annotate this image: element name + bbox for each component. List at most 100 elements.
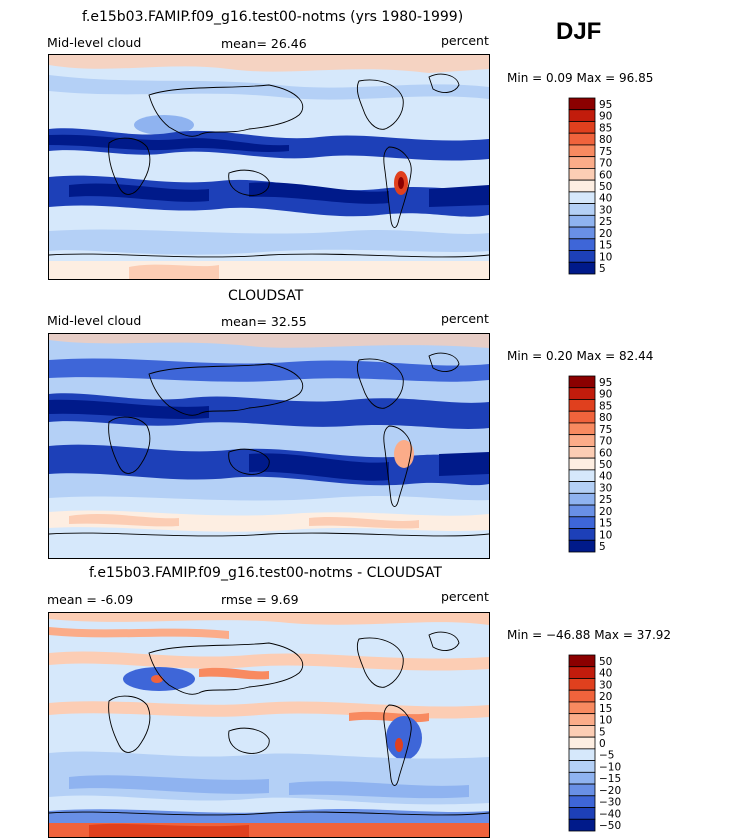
colorbar-swatch <box>568 238 596 251</box>
panel3-title: f.e15b03.FAMIP.f09_g16.test00-notms - CL… <box>89 565 442 581</box>
colorbar-swatch <box>568 481 596 494</box>
colorbar-swatch <box>568 725 596 738</box>
colorbar-swatch <box>568 504 596 518</box>
panel1-colorbar: 95 90 85 80 75 70 60 50 40 30 25 20 15 10 5 <box>568 97 629 275</box>
colorbar-swatch <box>568 132 596 146</box>
colorbar-swatch <box>568 446 596 459</box>
colorbar-tick-label: 5 <box>599 726 606 738</box>
colorbar-tick-label: 40 <box>599 471 612 483</box>
panel2-mean-label: mean= 32.55 <box>221 314 307 329</box>
colorbar-swatch <box>568 689 596 703</box>
panel2-minmax: Min = 0.20 Max = 82.44 <box>507 349 654 363</box>
panel3-minmax: Min = −46.88 Max = 37.92 <box>507 628 672 642</box>
colorbar-tick-label: 60 <box>599 447 612 459</box>
panel1-units-label: percent <box>441 33 489 48</box>
colorbar-swatch <box>568 713 596 726</box>
colorbar-tick-label: 10 <box>599 529 612 541</box>
panel3-map-svg <box>49 613 489 837</box>
colorbar-tick-label: −15 <box>599 773 621 785</box>
colorbar-swatch <box>568 748 596 762</box>
colorbar-swatch <box>568 387 596 400</box>
colorbar-tick-label: 75 <box>599 424 612 436</box>
colorbar-swatch <box>568 121 596 134</box>
colorbar-tick-label: 60 <box>599 169 612 181</box>
colorbar-tick-label: −40 <box>599 808 621 820</box>
colorbar-tick-label: 10 <box>599 715 612 727</box>
colorbar-tick-label: 5 <box>599 263 606 275</box>
colorbar-tick-label: 80 <box>599 134 612 146</box>
colorbar-tick-label: 15 <box>599 703 612 715</box>
panel2-units-label: percent <box>441 311 489 326</box>
colorbar-swatch <box>568 261 596 275</box>
colorbar-swatch <box>568 469 596 483</box>
colorbar-swatch <box>568 410 596 424</box>
panel3-units-label: percent <box>441 589 489 604</box>
colorbar-swatch <box>568 422 596 436</box>
colorbar-tick-label: −50 <box>599 820 621 832</box>
colorbar-tick-label: 30 <box>599 482 612 494</box>
season-label: DJF <box>556 18 602 45</box>
colorbar-tick-label: 85 <box>599 400 612 412</box>
colorbar-swatch <box>568 144 596 158</box>
panel2-map-svg <box>49 334 489 558</box>
colorbar-swatch <box>568 191 596 205</box>
colorbar-swatch <box>568 97 596 111</box>
colorbar-tick-label: 85 <box>599 122 612 134</box>
colorbar-swatch <box>568 654 596 668</box>
panel3-rmse-label: rmse = 9.69 <box>221 592 299 607</box>
panel1-variable-label: Mid-level cloud <box>47 35 142 50</box>
colorbar-swatch <box>568 492 596 506</box>
colorbar-swatch <box>568 528 596 541</box>
colorbar-tick-label: 80 <box>599 412 612 424</box>
colorbar-swatch <box>568 795 596 808</box>
colorbar-tick-label: 95 <box>599 99 612 111</box>
colorbar-tick-label: 20 <box>599 506 612 518</box>
colorbar-tick-label: 70 <box>599 436 612 448</box>
colorbar-tick-label: 5 <box>599 541 606 553</box>
colorbar-swatch <box>568 399 596 412</box>
colorbar-swatch <box>568 539 596 553</box>
colorbar-swatch <box>568 760 596 773</box>
colorbar-tick-label: 75 <box>599 146 612 158</box>
colorbar-swatch <box>568 807 596 820</box>
colorbar-tick-label: −20 <box>599 785 621 797</box>
colorbar-swatch <box>568 736 596 750</box>
colorbar-swatch <box>568 109 596 122</box>
colorbar-swatch <box>568 434 596 447</box>
colorbar-swatch <box>568 678 596 691</box>
colorbar-tick-label: −5 <box>599 750 614 762</box>
colorbar-tick-label: 25 <box>599 216 612 228</box>
colorbar-swatch <box>568 226 596 240</box>
colorbar-tick-label: 90 <box>599 111 612 123</box>
panel1-minmax: Min = 0.09 Max = 96.85 <box>507 71 654 85</box>
colorbar-tick-label: 25 <box>599 494 612 506</box>
colorbar-tick-label: 40 <box>599 668 612 680</box>
panel3-map <box>48 612 490 838</box>
panel1-mean-label: mean= 26.46 <box>221 36 307 51</box>
colorbar-swatch <box>568 179 596 193</box>
colorbar-tick-label: −10 <box>599 761 621 773</box>
colorbar-tick-label: 50 <box>599 656 612 668</box>
colorbar-swatch <box>568 818 596 832</box>
panel1-title: f.e15b03.FAMIP.f09_g16.test00-notms (yrs… <box>82 9 464 25</box>
colorbar-tick-label: 15 <box>599 240 612 252</box>
panel3-mean-label: mean = -6.09 <box>47 592 134 607</box>
colorbar-tick-label: −30 <box>599 797 621 809</box>
colorbar-tick-label: 20 <box>599 228 612 240</box>
colorbar-tick-label: 40 <box>599 193 612 205</box>
panel2-title: CLOUDSAT <box>228 288 304 304</box>
colorbar-tick-label: 30 <box>599 679 612 691</box>
colorbar-swatch <box>568 457 596 471</box>
colorbar-tick-label: 20 <box>599 691 612 703</box>
colorbar-tick-label: 70 <box>599 158 612 170</box>
panel2-map <box>48 333 490 559</box>
colorbar-tick-label: 0 <box>599 738 606 750</box>
colorbar-tick-label: 90 <box>599 389 612 401</box>
colorbar-tick-label: 10 <box>599 251 612 263</box>
colorbar-tick-label: 30 <box>599 204 612 216</box>
panel3-colorbar: 50 40 30 20 15 10 5 0 −5 −10 −15 −20 −30 −40 −50 <box>568 654 629 832</box>
colorbar-swatch <box>568 516 596 529</box>
colorbar-swatch <box>568 701 596 715</box>
